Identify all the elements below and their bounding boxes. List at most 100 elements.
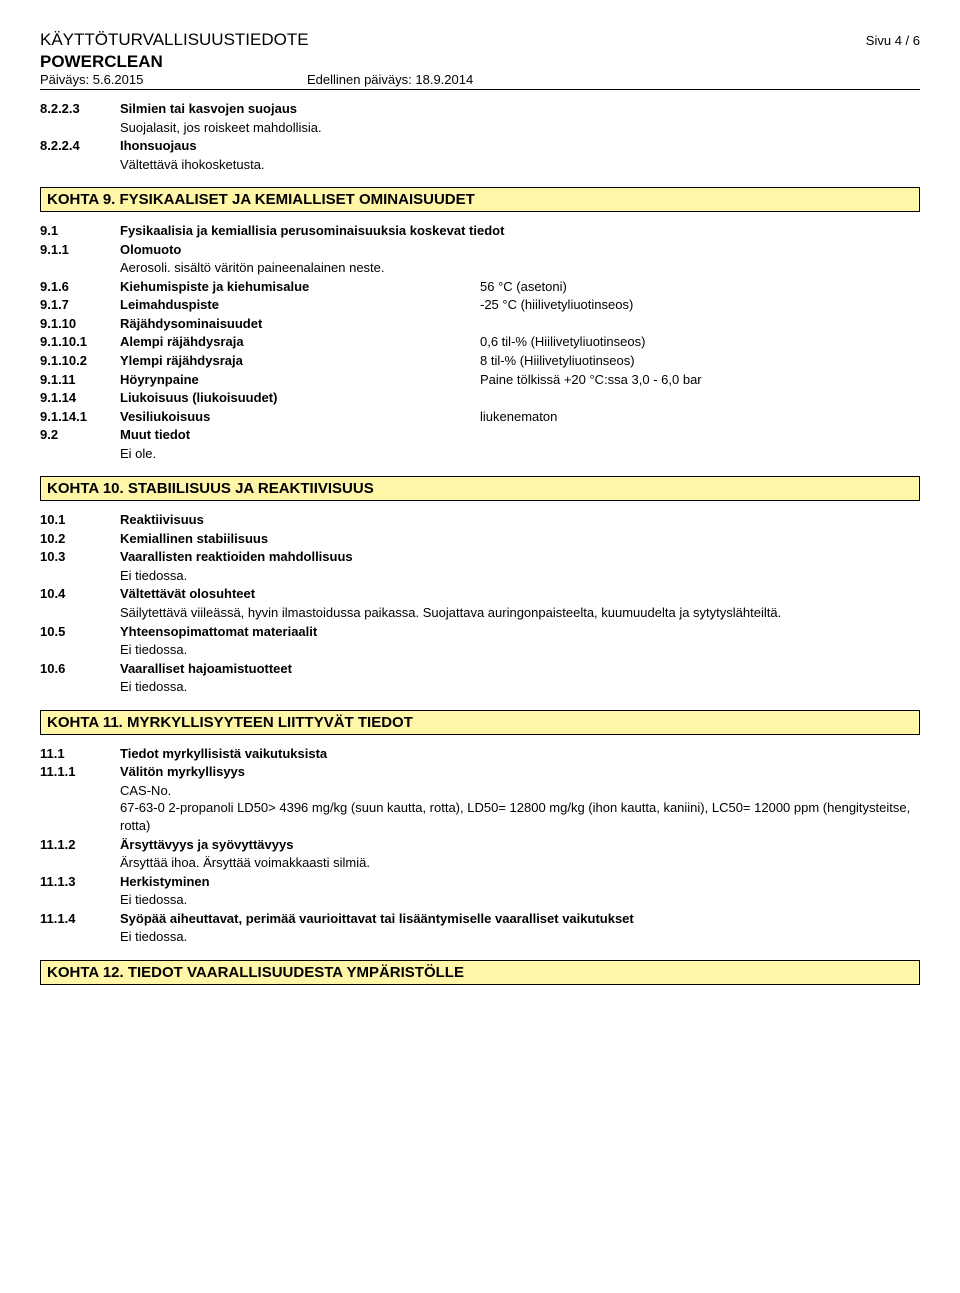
doc-title: KÄYTTÖTURVALLISUUSTIEDOTE	[40, 30, 309, 50]
row-105: 10.5 Yhteensopimattomat materiaalit	[40, 623, 920, 641]
num: 9.1.1	[40, 241, 120, 259]
num: 9.1.14.1	[40, 408, 120, 426]
value: 0,6 til-% (Hiilivetyliuotinseos)	[480, 333, 920, 351]
section-11-heading: KOHTA 11. MYRKYLLISYYTEEN LIITTYVÄT TIED…	[40, 710, 920, 735]
row-8224: 8.2.2.4 Ihonsuojaus	[40, 137, 920, 155]
row-111: 11.1 Tiedot myrkyllisistä vaikutuksista	[40, 745, 920, 763]
label: Ihonsuojaus	[120, 137, 480, 155]
num: 9.1.11	[40, 371, 120, 389]
value: 56 °C (asetoni)	[480, 278, 920, 296]
num: 10.6	[40, 660, 120, 678]
label: Välitön myrkyllisyys	[120, 763, 480, 781]
num: 11.1.2	[40, 836, 120, 854]
num: 9.1.7	[40, 296, 120, 314]
row-91141: 9.1.14.1 Vesiliukoisuus liukenematon	[40, 408, 920, 426]
row-9110: 9.1.10 Räjähdysominaisuudet	[40, 315, 920, 333]
section-10-heading: KOHTA 10. STABIILISUUS JA REAKTIIVISUUS	[40, 476, 920, 501]
num: 11.1.4	[40, 910, 120, 928]
row-103: 10.3 Vaarallisten reaktioiden mahdollisu…	[40, 548, 920, 566]
num: 8.2.2.4	[40, 137, 120, 155]
value: 8 til-% (Hiilivetyliuotinseos)	[480, 352, 920, 370]
row-9114: 9.1.14 Liukoisuus (liukoisuudet)	[40, 389, 920, 407]
doc-header: KÄYTTÖTURVALLISUUSTIEDOTE Sivu 4 / 6	[40, 30, 920, 50]
section-9-heading: KOHTA 9. FYSIKAALISET JA KEMIALLISET OMI…	[40, 187, 920, 212]
row-91: 9.1 Fysikaalisia ja kemiallisia perusomi…	[40, 222, 920, 240]
row-106-sub: Ei tiedossa.	[120, 678, 920, 696]
num: 9.1.10.1	[40, 333, 120, 351]
num: 10.2	[40, 530, 120, 548]
row-104: 10.4 Vältettävät olosuhteet	[40, 585, 920, 603]
label: Tiedot myrkyllisistä vaikutuksista	[120, 745, 327, 763]
value: liukenematon	[480, 408, 920, 426]
row-1113: 11.1.3 Herkistyminen	[40, 873, 920, 891]
row-106: 10.6 Vaaralliset hajoamistuotteet	[40, 660, 920, 678]
label: Räjähdysominaisuudet	[120, 315, 480, 333]
num: 11.1.1	[40, 763, 120, 781]
row-105-sub: Ei tiedossa.	[120, 641, 920, 659]
date-current: Päiväys: 5.6.2015	[40, 72, 143, 87]
label: Ärsyttävyys ja syövyttävyys	[120, 836, 480, 854]
label: Höyrynpaine	[120, 371, 480, 389]
num: 9.1.10.2	[40, 352, 120, 370]
num: 10.1	[40, 511, 120, 529]
section-12-heading: KOHTA 12. TIEDOT VAARALLISUUDESTA YMPÄRI…	[40, 960, 920, 985]
row-92: 9.2 Muut tiedot	[40, 426, 920, 444]
label: Vaaralliset hajoamistuotteet	[120, 660, 480, 678]
row-8224-sub: Vältettävä ihokosketusta.	[120, 156, 920, 174]
label: Leimahduspiste	[120, 296, 480, 314]
row-91101: 9.1.10.1 Alempi räjähdysraja 0,6 til-% (…	[40, 333, 920, 351]
row-917: 9.1.7 Leimahduspiste -25 °C (hiilivetyli…	[40, 296, 920, 314]
row-1112: 11.1.2 Ärsyttävyys ja syövyttävyys	[40, 836, 920, 854]
value: -25 °C (hiilivetyliuotinseos)	[480, 296, 920, 314]
num: 10.3	[40, 548, 120, 566]
header-rule	[40, 89, 920, 90]
date-previous: Edellinen päiväys: 18.9.2014	[307, 72, 473, 87]
label: Fysikaalisia ja kemiallisia perusominais…	[120, 222, 504, 240]
row-101: 10.1 Reaktiivisuus	[40, 511, 920, 529]
label: Ylempi räjähdysraja	[120, 352, 480, 370]
num: 10.5	[40, 623, 120, 641]
num: 10.4	[40, 585, 120, 603]
page-number: Sivu 4 / 6	[866, 33, 920, 48]
row-103-sub: Ei tiedossa.	[120, 567, 920, 585]
label: Silmien tai kasvojen suojaus	[120, 100, 480, 118]
label: Vaarallisten reaktioiden mahdollisuus	[120, 548, 480, 566]
label: Muut tiedot	[120, 426, 480, 444]
label: Kemiallinen stabiilisuus	[120, 530, 480, 548]
num: 9.2	[40, 426, 120, 444]
num: 11.1	[40, 745, 120, 763]
label: Vältettävät olosuhteet	[120, 585, 480, 603]
label: Olomuoto	[120, 241, 480, 259]
row-911: 9.1.1 Olomuoto	[40, 241, 920, 259]
label: Alempi räjähdysraja	[120, 333, 480, 351]
row-1114-sub: Ei tiedossa.	[120, 928, 920, 946]
label: Reaktiivisuus	[120, 511, 480, 529]
row-1111: 11.1.1 Välitön myrkyllisyys	[40, 763, 920, 781]
label: Vesiliukoisuus	[120, 408, 480, 426]
row-92-sub: Ei ole.	[120, 445, 920, 463]
row-1111-cas: CAS-No.	[120, 782, 920, 800]
label: Yhteensopimattomat materiaalit	[120, 623, 480, 641]
row-1113-sub: Ei tiedossa.	[120, 891, 920, 909]
value: Paine tölkissä +20 °C:ssa 3,0 - 6,0 bar	[480, 371, 920, 389]
row-1111-data: 67-63-0 2-propanoli LD50> 4396 mg/kg (su…	[120, 799, 920, 834]
row-8223: 8.2.2.3 Silmien tai kasvojen suojaus	[40, 100, 920, 118]
num: 9.1	[40, 222, 120, 240]
product-name: POWERCLEAN	[40, 52, 920, 72]
label: Syöpää aiheuttavat, perimää vaurioittava…	[120, 910, 634, 928]
row-8223-sub: Suojalasit, jos roiskeet mahdollisia.	[120, 119, 920, 137]
num: 9.1.6	[40, 278, 120, 296]
date-line: Päiväys: 5.6.2015 Edellinen päiväys: 18.…	[40, 72, 920, 87]
row-1114: 11.1.4 Syöpää aiheuttavat, perimää vauri…	[40, 910, 920, 928]
row-102: 10.2 Kemiallinen stabiilisuus	[40, 530, 920, 548]
num: 8.2.2.3	[40, 100, 120, 118]
num: 11.1.3	[40, 873, 120, 891]
label: Kiehumispiste ja kiehumisalue	[120, 278, 480, 296]
row-911-sub: Aerosoli. sisältö väritön paineenalainen…	[120, 259, 920, 277]
num: 9.1.10	[40, 315, 120, 333]
row-1112-sub: Ärsyttää ihoa. Ärsyttää voimakkaasti sil…	[120, 854, 920, 872]
num: 9.1.14	[40, 389, 120, 407]
row-104-sub: Säilytettävä viileässä, hyvin ilmastoidu…	[120, 604, 920, 622]
label: Herkistyminen	[120, 873, 480, 891]
row-916: 9.1.6 Kiehumispiste ja kiehumisalue 56 °…	[40, 278, 920, 296]
